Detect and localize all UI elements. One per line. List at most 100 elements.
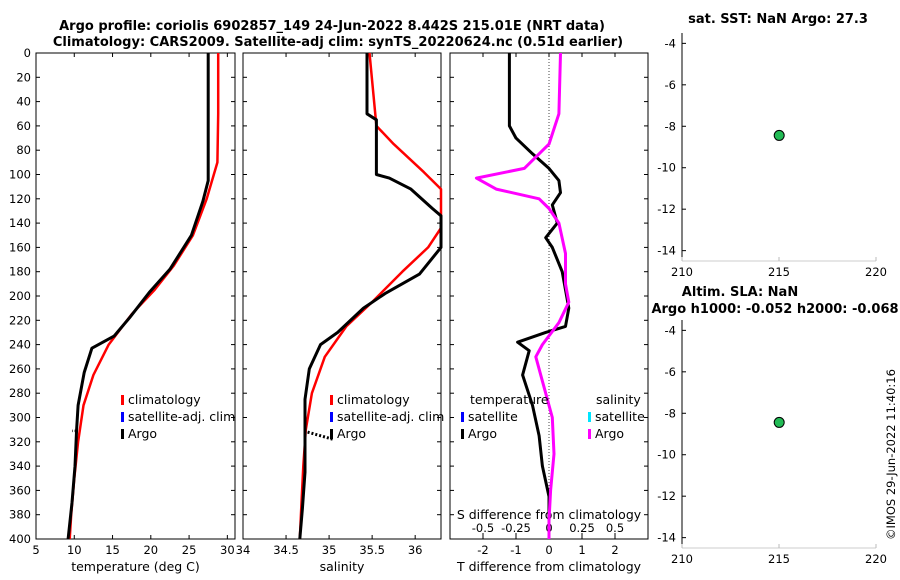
temperature-legend-argo-label: Argo [128, 426, 157, 441]
ytick-label: 80 [16, 143, 31, 157]
ytick-label: 200 [9, 289, 31, 303]
salinity-line-climatology [298, 52, 443, 540]
ytick-label: 0 [24, 46, 31, 60]
difference-legend-t-argo-swatch [461, 429, 464, 439]
sla-title-line1: Altim. SLA: NaN [682, 285, 798, 300]
sla_map-ytick-label: -14 [657, 531, 676, 545]
difference-legend-s-argo-label: Argo [595, 426, 624, 441]
salinity-legend-satellite-label: satellite-adj. clim [337, 409, 444, 424]
temperature-line-climatology [68, 53, 220, 540]
ytick-label: 300 [9, 411, 31, 425]
difference-legend-t-argo-label: Argo [468, 426, 497, 441]
sst_map-ytick-label: -6 [665, 78, 676, 92]
figure-title-line1: Argo profile: coriolis 6902857_149 24-Ju… [59, 19, 605, 34]
difference-legend-s-satellite-label: satellite [595, 409, 645, 424]
salinity-legend-climatology-label: climatology [337, 392, 410, 407]
temperature-legend-climatology-label: climatology [128, 392, 201, 407]
salinity-xtick-label: 34.5 [273, 543, 299, 557]
salinity-axes-box [242, 52, 442, 540]
ytick-label: 180 [9, 265, 31, 279]
ytick-label: 160 [9, 240, 31, 254]
ytick-label: 120 [9, 192, 31, 206]
temperature-legend-climatology-swatch [121, 395, 124, 405]
salinity-xlabel: salinity [320, 559, 365, 574]
timestamp-stamp: ©IMOS 29-Jun-2022 11:40:16 [884, 369, 898, 540]
difference-legend-t-satellite-swatch [461, 412, 464, 422]
sst_map-xtick-label: 210 [671, 265, 693, 279]
difference-s-xtick-label: 0.25 [569, 521, 595, 535]
ytick-label: 20 [16, 70, 31, 84]
salinity-argo-qc-marks [307, 430, 334, 441]
ytick-label: 340 [9, 459, 31, 473]
ytick-label: 400 [9, 532, 31, 546]
difference-xtick-label: -2 [477, 543, 488, 557]
temperature-xtick-label: 30 [220, 543, 235, 557]
sst_map-ytick-label: -14 [657, 244, 676, 258]
temperature-legend-satellite-label: satellite-adj. clim [128, 409, 235, 424]
temperature-legend-argo-swatch [121, 429, 124, 439]
ytick-label: 40 [16, 95, 31, 109]
sla_map-ytick-label: -8 [665, 406, 676, 420]
sla_map-xtick-label: 220 [865, 552, 887, 566]
difference-xtick-label: 1 [578, 543, 585, 557]
sst_map-ytick-label: -10 [657, 161, 676, 175]
sst_map-xtick-label: 215 [768, 265, 790, 279]
salinity-legend-climatology-swatch [330, 395, 333, 405]
sla_map-float-marker [773, 416, 785, 428]
salinity-xtick-label: 34 [236, 543, 251, 557]
difference-line-salinity [474, 52, 571, 539]
temperature-xtick-label: 25 [182, 543, 197, 557]
difference-legend-s-satellite-swatch [588, 412, 591, 422]
sst_map-xtick-label: 220 [865, 265, 887, 279]
temperature-line-argo [66, 53, 210, 540]
sla_map-ytick-label: -4 [665, 323, 676, 337]
salinity-xtick-label: 35 [322, 543, 337, 557]
salinity-xtick-label: 36 [408, 543, 423, 557]
figure-title-line2: Climatology: CARS2009. Satellite-adj cli… [53, 35, 623, 50]
sst-title: sat. SST: NaN Argo: 27.3 [688, 12, 868, 27]
difference-legend-t-satellite-label: satellite [468, 409, 518, 424]
sla_map-ytick-label: -10 [657, 448, 676, 462]
difference-line-temperature [507, 53, 571, 539]
difference-xtick-label: 0 [545, 543, 552, 557]
salinity-legend-argo-label: Argo [337, 426, 366, 441]
ytick-label: 260 [9, 362, 31, 376]
temperature-xlabel: temperature (deg C) [71, 559, 200, 574]
ytick-label: 60 [16, 119, 31, 133]
temperature-xtick-label: 10 [67, 543, 82, 557]
difference-xtick-label: 2 [611, 543, 618, 557]
sst_map-ytick-label: -4 [665, 36, 676, 50]
salinity-line-argo [298, 53, 443, 540]
temperature-xtick-label: 5 [32, 543, 39, 557]
sst_map-ytick-label: -12 [657, 202, 676, 216]
difference-t-xlabel: T difference from climatology [456, 559, 642, 574]
salinity-legend-argo-swatch [330, 429, 333, 439]
sla_map-xtick-label: 210 [671, 552, 693, 566]
temperature-xtick-label: 15 [105, 543, 120, 557]
temperature-legend-satellite-swatch [121, 412, 124, 422]
difference-legend-s-argo-swatch [588, 429, 591, 439]
temperature-axes-box [35, 52, 236, 540]
ytick-label: 100 [9, 168, 31, 182]
sla-title-line2: Argo h1000: -0.052 h2000: -0.068 [651, 302, 898, 317]
difference-xtick-label: -1 [510, 543, 521, 557]
ytick-label: 240 [9, 338, 31, 352]
ytick-label: 140 [9, 216, 31, 230]
ytick-label: 320 [9, 435, 31, 449]
ytick-label: 380 [9, 508, 31, 522]
difference-s-xtick-label: -0.25 [501, 521, 531, 535]
difference-legend-salinity-title: salinity [596, 392, 641, 407]
salinity-legend-satellite-swatch [330, 412, 333, 422]
difference-legend-temperature-title: temperature [470, 392, 549, 407]
ytick-label: 360 [9, 483, 31, 497]
sla_map-ytick-label: -12 [657, 489, 676, 503]
sst_map-float-marker [773, 129, 785, 141]
sla_map-xtick-label: 215 [768, 552, 790, 566]
ytick-label: 280 [9, 386, 31, 400]
difference-s-xtick-label: 0.5 [606, 521, 624, 535]
difference-s-xtick-label: -0.5 [472, 521, 494, 535]
sla_map-ytick-label: -6 [665, 365, 676, 379]
sst_map-ytick-label: -8 [665, 119, 676, 133]
temperature-xtick-label: 20 [143, 543, 158, 557]
